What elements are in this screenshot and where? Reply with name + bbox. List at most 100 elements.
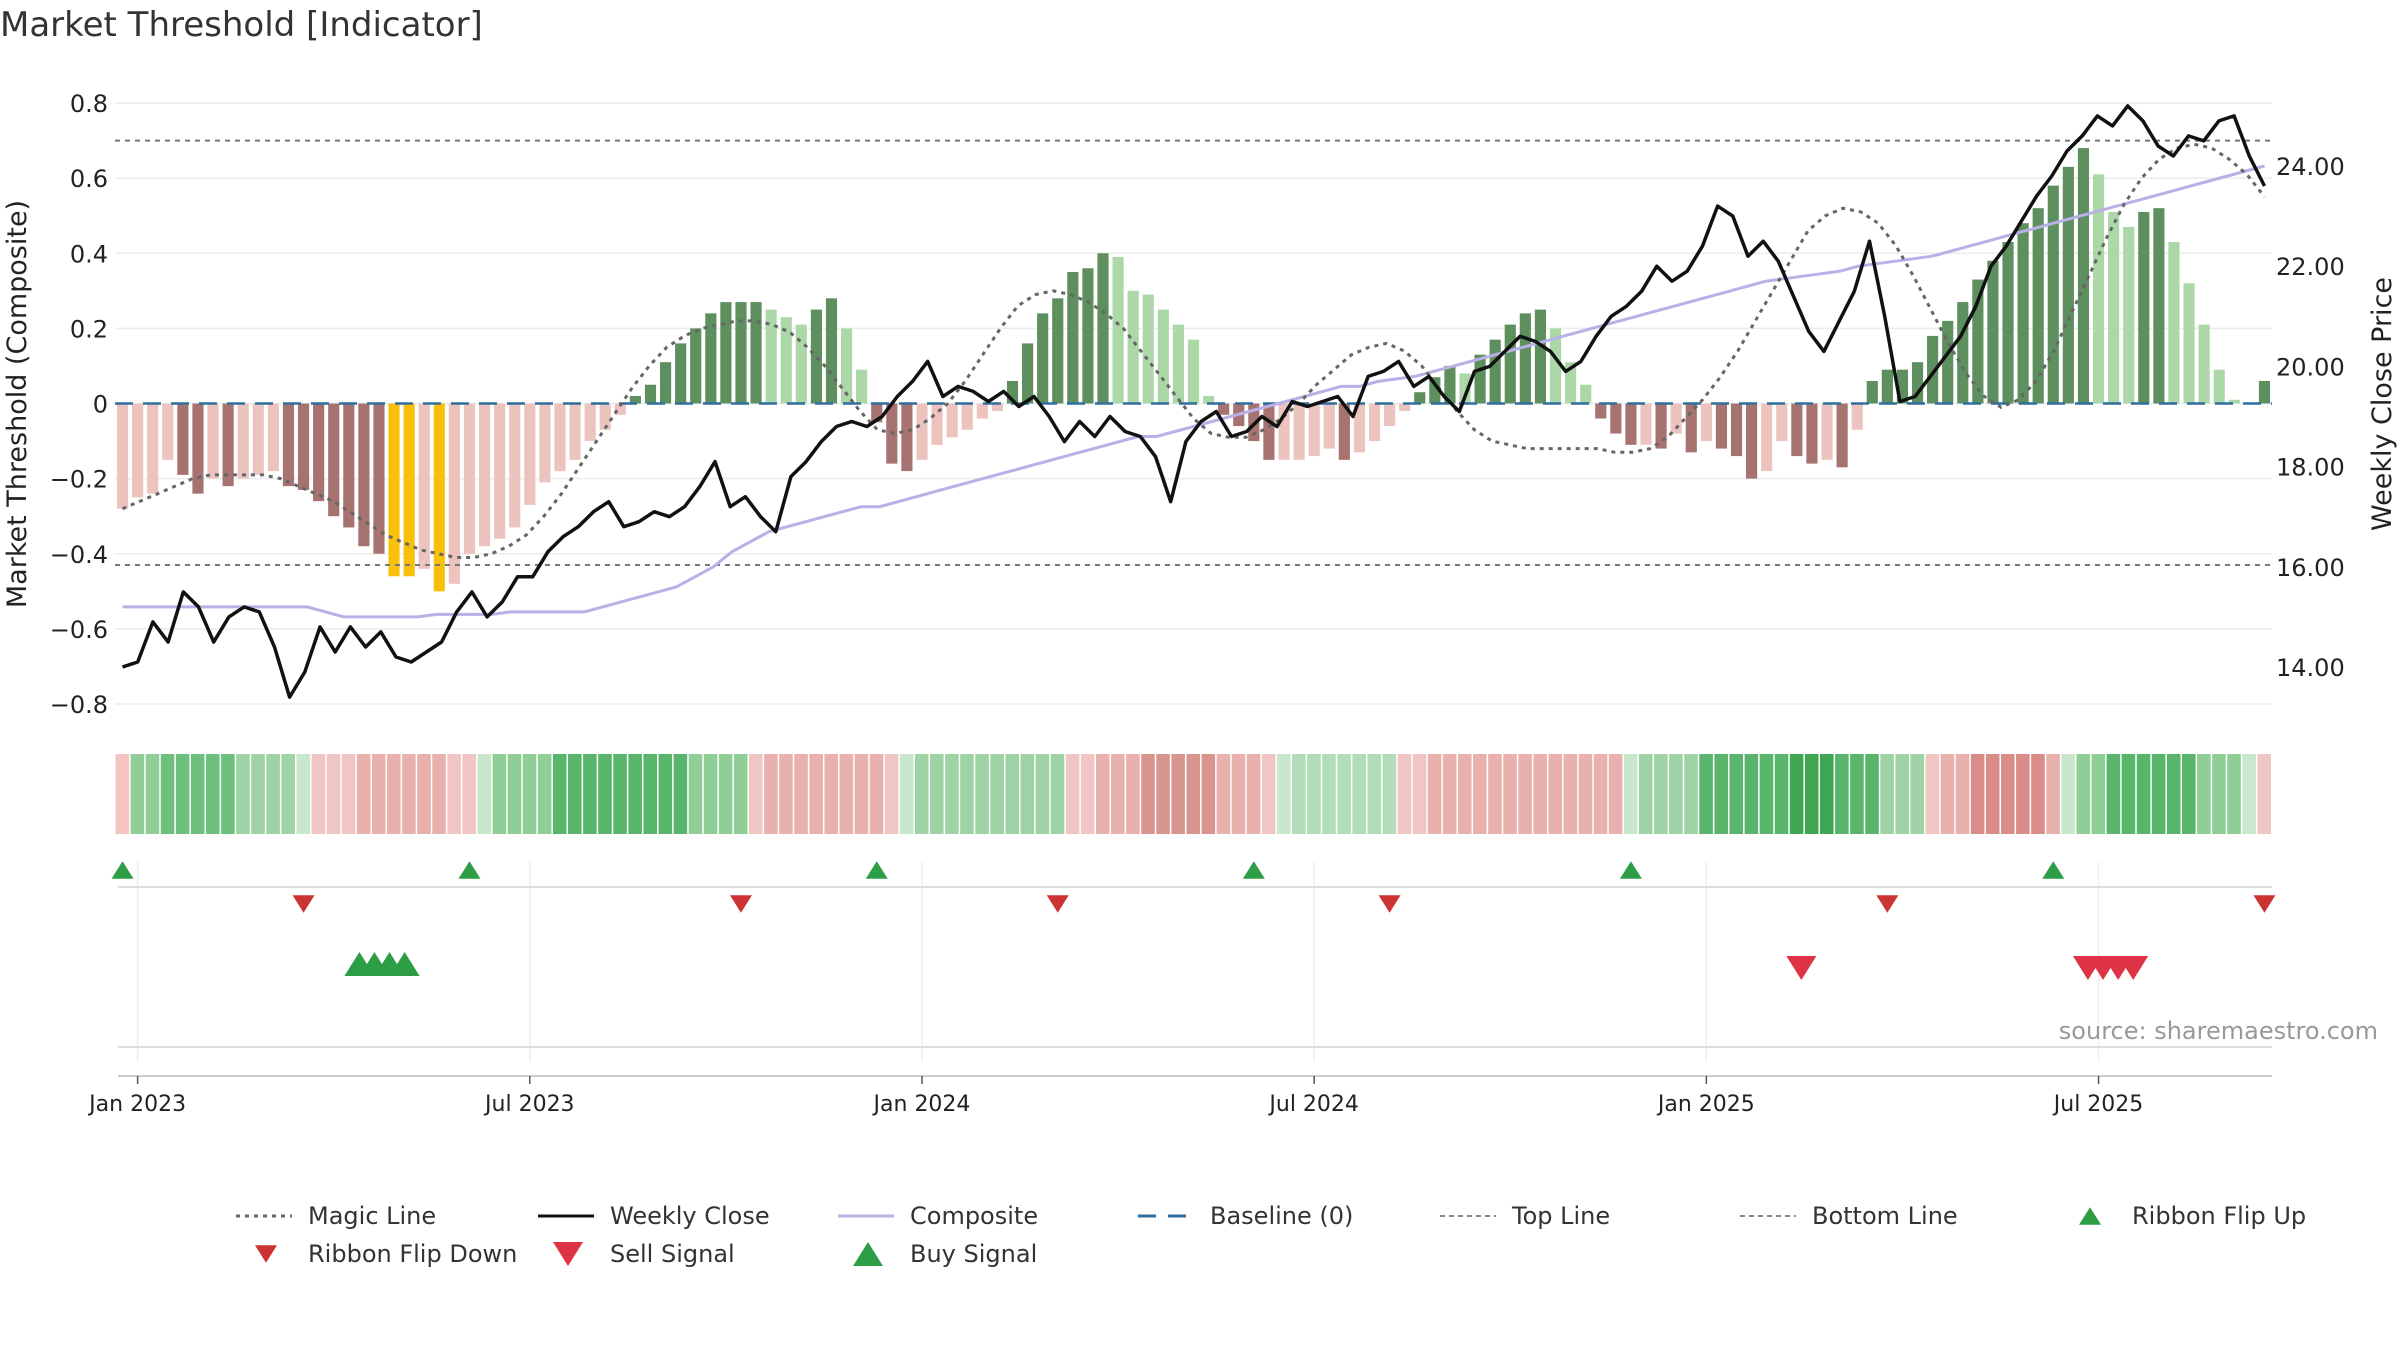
- ribbon-cell: [869, 754, 884, 834]
- histogram-bar: [418, 403, 430, 569]
- legend-label: Weekly Close: [610, 1202, 770, 1230]
- ribbon-cell: [1925, 754, 1940, 834]
- ribbon-cell: [1186, 754, 1201, 834]
- legend-item: Buy Signal: [853, 1240, 1037, 1268]
- ribbon-cell: [2121, 754, 2136, 834]
- y-tick-label: 0.4: [70, 240, 108, 268]
- legend-item: Top Line: [1440, 1202, 1610, 1230]
- ribbon-cell: [1699, 754, 1713, 834]
- ribbon-cell: [1457, 754, 1472, 834]
- histogram-bar: [1987, 260, 1999, 404]
- ribbon-cell: [507, 754, 522, 834]
- ribbon-cell: [190, 754, 205, 834]
- ribbon-cell: [1276, 754, 1291, 834]
- histogram-bar: [1655, 403, 1667, 449]
- histogram-bar: [1625, 403, 1637, 445]
- ribbon-cell: [160, 754, 175, 834]
- ribbon-cell: [1035, 754, 1050, 834]
- y-tick-label: −0.4: [50, 541, 108, 569]
- ribbon-cell: [402, 754, 416, 834]
- y-tick-label: 0.8: [70, 90, 108, 118]
- trend-ribbon: [115, 754, 2271, 834]
- histogram-bar: [2183, 283, 2195, 404]
- ribbon-cell: [2151, 754, 2166, 834]
- ribbon-cell: [1488, 754, 1502, 834]
- series-lines: [121, 104, 2267, 699]
- histogram-bar: [750, 302, 762, 404]
- histogram-bar: [840, 328, 853, 404]
- ribbon-cell: [1292, 754, 1306, 834]
- ribbon-cell: [251, 754, 265, 834]
- histogram-bar: [313, 403, 325, 502]
- ribbon-cell: [975, 754, 989, 834]
- ribbon-cell: [1352, 754, 1366, 834]
- ribbon-cell: [718, 754, 733, 834]
- histogram-bar: [433, 403, 445, 592]
- legend-swatch: [2079, 1207, 2101, 1225]
- x-tick-label: Jul 2025: [2052, 1092, 2144, 1117]
- magic-line: [121, 142, 2266, 559]
- histogram-bar: [931, 403, 943, 445]
- ribbon-flip-up-marker: [1619, 861, 1642, 879]
- ribbon-cell: [1307, 754, 1321, 834]
- y2-tick-label: 20.00: [2276, 353, 2345, 381]
- ribbon-cell: [930, 754, 944, 834]
- histogram-bar: [1399, 403, 1411, 412]
- ribbon-cell: [1427, 754, 1442, 834]
- ribbon-cell: [1895, 754, 1909, 834]
- ribbon-cell: [1095, 754, 1110, 834]
- legend-item: Ribbon Flip Up: [2079, 1202, 2306, 1230]
- ribbon-cell: [2136, 754, 2151, 834]
- ribbon-cell: [749, 754, 763, 834]
- ribbon-cell: [764, 754, 778, 834]
- ribbon-cell: [130, 754, 145, 834]
- histogram-bar: [297, 403, 310, 490]
- ribbon-cell: [613, 754, 627, 834]
- ribbon-flip-down-marker: [2253, 895, 2276, 913]
- y-axis-label: Market Threshold (Composite): [2, 200, 33, 608]
- source-label: source: sharemaestro.com: [2059, 1017, 2378, 1045]
- ribbon-cell: [2061, 754, 2075, 834]
- ribbon-cell: [1533, 754, 1547, 834]
- y2-tick-label: 22.00: [2276, 253, 2345, 281]
- histogram-bar: [1730, 403, 1743, 457]
- histogram-bar: [478, 403, 491, 547]
- legend-item: Ribbon Flip Down: [255, 1240, 517, 1268]
- ribbon-cell: [1608, 754, 1623, 834]
- histogram-bar: [1700, 403, 1712, 442]
- histogram-bar: [2077, 148, 2090, 404]
- histogram-bar: [2258, 380, 2271, 404]
- ribbon-cell: [824, 754, 839, 834]
- ribbon-cell: [1080, 754, 1095, 834]
- ribbon-cell: [1744, 754, 1759, 834]
- ribbon-cell: [492, 754, 507, 834]
- ribbon-cell: [658, 754, 673, 834]
- legend-item: Sell Signal: [553, 1240, 735, 1268]
- histogram-bar: [795, 324, 807, 404]
- histogram-bar: [856, 369, 868, 404]
- ribbon-cell: [1201, 754, 1216, 834]
- ribbon-cell: [115, 754, 130, 834]
- ribbon-cell: [1020, 754, 1035, 834]
- ribbon-cell: [1473, 754, 1487, 834]
- ribbon-cell: [884, 754, 899, 834]
- histogram-bar: [765, 309, 777, 404]
- y-tick-label: 0: [93, 391, 108, 419]
- histogram-bar: [2092, 174, 2105, 404]
- histogram-bar: [735, 302, 747, 404]
- legend-label: Buy Signal: [910, 1240, 1037, 1268]
- histogram-bar: [690, 328, 702, 404]
- histogram-bar: [1037, 313, 1049, 404]
- ribbon-cell: [2227, 754, 2241, 834]
- y2-tick-label: 24.00: [2276, 153, 2345, 181]
- ribbon-cell: [899, 754, 914, 834]
- histogram-bar: [1112, 257, 1124, 404]
- histogram-bar: [644, 384, 657, 404]
- y2-tick-label: 14.00: [2276, 654, 2345, 682]
- ribbon-cell: [371, 754, 386, 834]
- histogram-bar: [1067, 272, 1079, 404]
- histogram-bar: [629, 395, 641, 404]
- ribbon-cell: [522, 754, 537, 834]
- histogram-bar: [1414, 392, 1426, 404]
- histogram-bar: [976, 403, 988, 419]
